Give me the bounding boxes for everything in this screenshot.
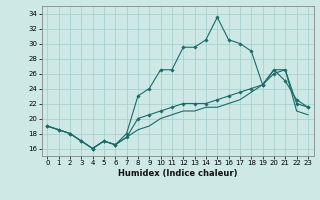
X-axis label: Humidex (Indice chaleur): Humidex (Indice chaleur) <box>118 169 237 178</box>
